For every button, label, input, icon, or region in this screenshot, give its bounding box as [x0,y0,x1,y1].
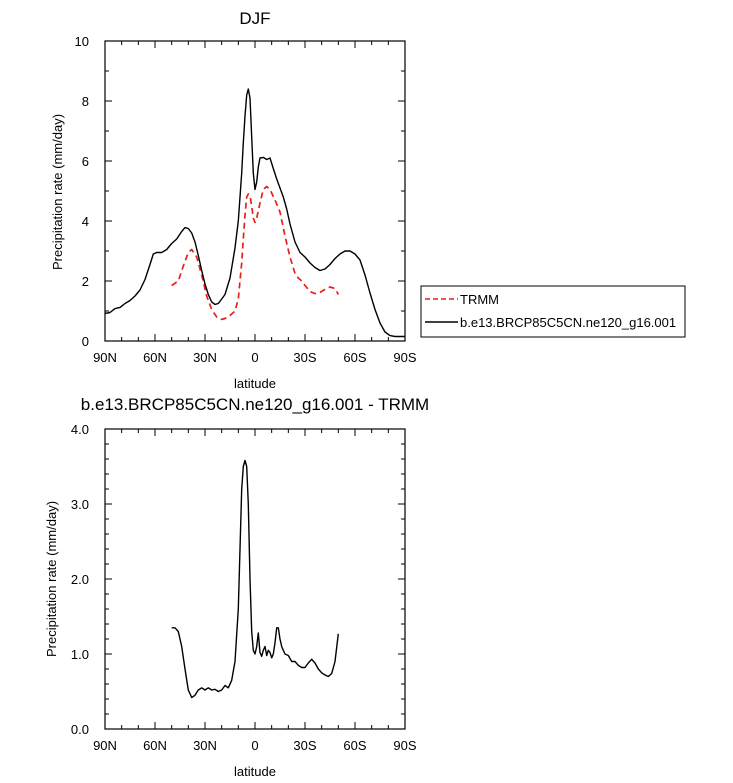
chart-difference-ylabel: Precipitation rate (mm/day) [44,501,59,657]
chart-djf-lines [104,88,405,338]
chart-djf-xtick-label: 60N [143,350,167,365]
chart-difference-lines [171,459,339,699]
chart-difference-ytick-label: 4.0 [71,422,89,437]
chart-difference: b.e13.BRCP85C5CN.ne120_g16.001 - TRMM la… [44,395,429,779]
chart-difference-xtick-label: 60N [143,738,167,753]
chart-difference-series-line-0 [171,459,339,699]
chart-djf-xlabel: latitude [234,376,276,391]
chart-difference-xlabel: latitude [234,764,276,779]
legend-label-model: b.e13.BRCP85C5CN.ne120_g16.001 [460,315,676,330]
chart-djf-ytick-label: 10 [75,34,89,49]
chart-djf-series-line-1 [104,88,405,338]
chart-difference-frame [104,428,406,730]
chart-djf-ytick-label: 8 [82,94,89,109]
chart-djf: DJF latitude Precipitation rate (mm/day)… [50,9,417,391]
chart-difference-xtick-label: 90N [93,738,117,753]
chart-djf-ytick-label: 4 [82,214,89,229]
chart-difference-xtick-label: 30S [293,738,316,753]
chart-difference-xtick-label: 0 [251,738,258,753]
chart-djf-title: DJF [239,9,270,28]
chart-djf-xtick-label: 0 [251,350,258,365]
chart-difference-ticks: 90N 60N 30N 0 30S 60S 90S 0.0 1.0 2.0 3.0 4.0 [71,422,417,753]
chart-djf-ytick-label: 2 [82,274,89,289]
legend-label-trmm: TRMM [460,292,499,307]
chart-difference-ytick-label: 0.0 [71,722,89,737]
chart-difference-ytick-label: 1.0 [71,647,89,662]
chart-djf-xtick-label: 90N [93,350,117,365]
chart-djf-ylabel: Precipitation rate (mm/day) [50,114,65,270]
chart-djf-xtick-label: 60S [343,350,366,365]
chart-difference-xtick-label: 90S [393,738,416,753]
chart-djf-ytick-label: 6 [82,154,89,169]
chart-difference-xtick-label: 30N [193,738,217,753]
chart-djf-xtick-label: 30N [193,350,217,365]
chart-djf-series-line-0 [171,185,340,321]
chart-djf-frame [104,40,406,342]
legend-box [420,285,686,338]
chart-difference-ytick-label: 3.0 [71,497,89,512]
legend: TRMM b.e13.BRCP85C5CN.ne120_g16.001 [420,285,686,338]
chart-difference-title: b.e13.BRCP85C5CN.ne120_g16.001 - TRMM [81,395,429,414]
chart-djf-xtick-label: 30S [293,350,316,365]
chart-djf-ticks: 90N 60N 30N 0 30S 60S 90S 0 2 4 6 8 10 [75,34,417,365]
chart-djf-xtick-label: 90S [393,350,416,365]
chart-djf-ytick-label: 0 [82,334,89,349]
chart-difference-xtick-label: 60S [343,738,366,753]
chart-difference-ytick-label: 2.0 [71,572,89,587]
